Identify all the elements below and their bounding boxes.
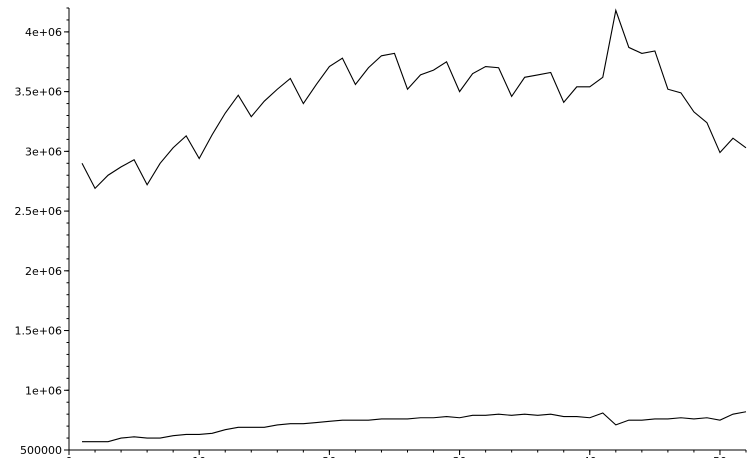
chart-series-layer — [81, 8, 747, 443]
y-tick-label: 2e+06 — [25, 265, 62, 278]
x-tick-label: 0 — [66, 455, 73, 458]
x-tick-label: 50 — [713, 455, 727, 458]
x-tick-label: 20 — [322, 455, 336, 458]
y-tick-label: 3e+06 — [25, 145, 62, 158]
x-tick-label: 40 — [583, 455, 597, 458]
y-tick-label: 4e+06 — [25, 26, 62, 39]
y-tick-label: 1.5e+06 — [15, 325, 62, 338]
x-tick-label: 30 — [453, 455, 467, 458]
series-line-2 — [82, 411, 747, 443]
y-tick-label: 1e+06 — [25, 384, 62, 397]
x-tick-label: 10 — [192, 455, 206, 458]
chart-axes: 500000 1e+06 1.5e+06 2e+06 2.5e+06 3e+06 3.5e+… — [15, 7, 747, 458]
y-tick-label: 3.5e+06 — [15, 86, 62, 99]
y-tick-label: 500000 — [20, 444, 62, 457]
y-tick-label: 2.5e+06 — [15, 205, 62, 218]
series-line-1 — [81, 8, 747, 190]
